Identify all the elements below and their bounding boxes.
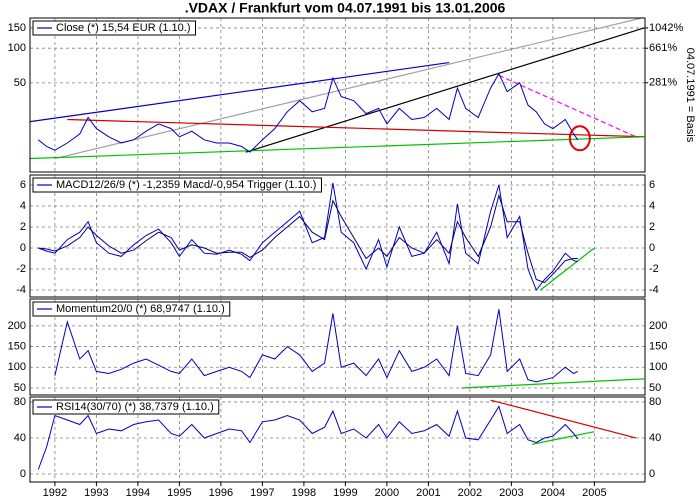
- y-tick-label-right: 0: [649, 468, 655, 480]
- plot-area: [30, 18, 645, 172]
- series-line: [38, 193, 578, 284]
- y-tick-label-right: 4: [649, 200, 655, 212]
- y-tick-label: 50: [14, 77, 26, 89]
- y-tick-label-right: 50: [649, 382, 661, 394]
- x-tick-label: 1997: [250, 487, 274, 499]
- y-tick-label: 2: [20, 221, 26, 233]
- y-tick-label: 200: [8, 320, 26, 332]
- x-tick-label: 2000: [375, 487, 399, 499]
- y-tick-label-right: 6: [649, 179, 655, 191]
- y-tick-label: 0: [20, 242, 26, 254]
- series-line: [54, 309, 579, 383]
- y2-tick-label: 1042%: [649, 22, 683, 34]
- trend-line: [490, 399, 637, 439]
- legend-text: Momentum20/0 (*) 68,9747 (1.10.): [56, 303, 225, 315]
- legend-text: MACD12/26/9 (*) -1,2359 Macd/-0,954 Trig…: [56, 179, 316, 191]
- trend-line: [54, 18, 645, 160]
- y2-tick-label: 661%: [649, 42, 677, 54]
- legend-box: [32, 301, 231, 317]
- x-tick-label: 2005: [582, 487, 606, 499]
- trend-line: [461, 378, 645, 389]
- y-tick-label: -2: [16, 263, 26, 275]
- y-tick-label-right: 2: [649, 221, 655, 233]
- y-tick-label: 150: [8, 340, 26, 352]
- x-tick-label: 2001: [416, 487, 440, 499]
- y-tick-label-right: 100: [649, 361, 667, 373]
- y-tick-label-right: -4: [649, 284, 659, 296]
- y-tick-label-right: 150: [649, 340, 667, 352]
- legend-box: [32, 177, 322, 193]
- legend-box: [32, 20, 196, 36]
- plot-border: [29, 298, 646, 396]
- x-tick-label: 2003: [499, 487, 523, 499]
- plot-area: [30, 175, 645, 297]
- x-tick-label: 1998: [292, 487, 316, 499]
- trend-line: [532, 431, 595, 445]
- x-tick-label: 1999: [333, 487, 357, 499]
- trend-line: [498, 74, 637, 138]
- trend-line: [540, 247, 595, 291]
- y-tick-label-right: 80: [649, 396, 661, 408]
- highlight-circle: [568, 125, 591, 152]
- y2-tick-label: 281%: [649, 77, 677, 89]
- plot-border: [29, 174, 646, 298]
- x-tick-label: 2002: [458, 487, 482, 499]
- x-tick-label: 1992: [43, 487, 67, 499]
- trend-line: [30, 61, 450, 123]
- y-tick-label: 4: [20, 200, 26, 212]
- y-tick-label: 150: [8, 22, 26, 34]
- y-tick-label: 80: [14, 396, 26, 408]
- y-tick-label-right: 40: [649, 432, 661, 444]
- x-tick-label: 1996: [209, 487, 233, 499]
- y2-axis-label: 04.07.1991 = Basis: [684, 48, 696, 143]
- y-tick-label: 40: [14, 432, 26, 444]
- plot-border: [29, 17, 646, 173]
- y-tick-label-right: -2: [649, 263, 659, 275]
- y-tick-label-right: 0: [649, 242, 655, 254]
- y-tick-label: 50: [14, 382, 26, 394]
- y-tick-label: 100: [8, 42, 26, 54]
- y-tick-label: 0: [20, 468, 26, 480]
- legend-text: Close (*) 15,54 EUR (1.10.): [56, 22, 191, 34]
- series-line: [37, 72, 579, 153]
- y-tick-label: 6: [20, 179, 26, 191]
- y-tick-label: 100: [8, 361, 26, 373]
- trend-line: [245, 27, 645, 153]
- x-tick-label: 1994: [126, 487, 150, 499]
- trend-line: [67, 118, 645, 138]
- x-tick-label: 1993: [84, 487, 108, 499]
- y-tick-label-right: 200: [649, 320, 667, 332]
- chart-title: .VDAX / Frankfurt vom 04.07.1991 bis 13.…: [185, 0, 506, 16]
- plot-border: [29, 396, 646, 483]
- legend-box: [32, 399, 220, 415]
- trend-line: [30, 136, 645, 160]
- x-tick-label: 1995: [167, 487, 191, 499]
- y-tick-label: -4: [16, 284, 26, 296]
- x-tick-label: 2004: [541, 487, 565, 499]
- series-line: [37, 405, 579, 470]
- legend-text: RSI14(30/70) (*) 38,7379 (1.10.): [56, 401, 214, 413]
